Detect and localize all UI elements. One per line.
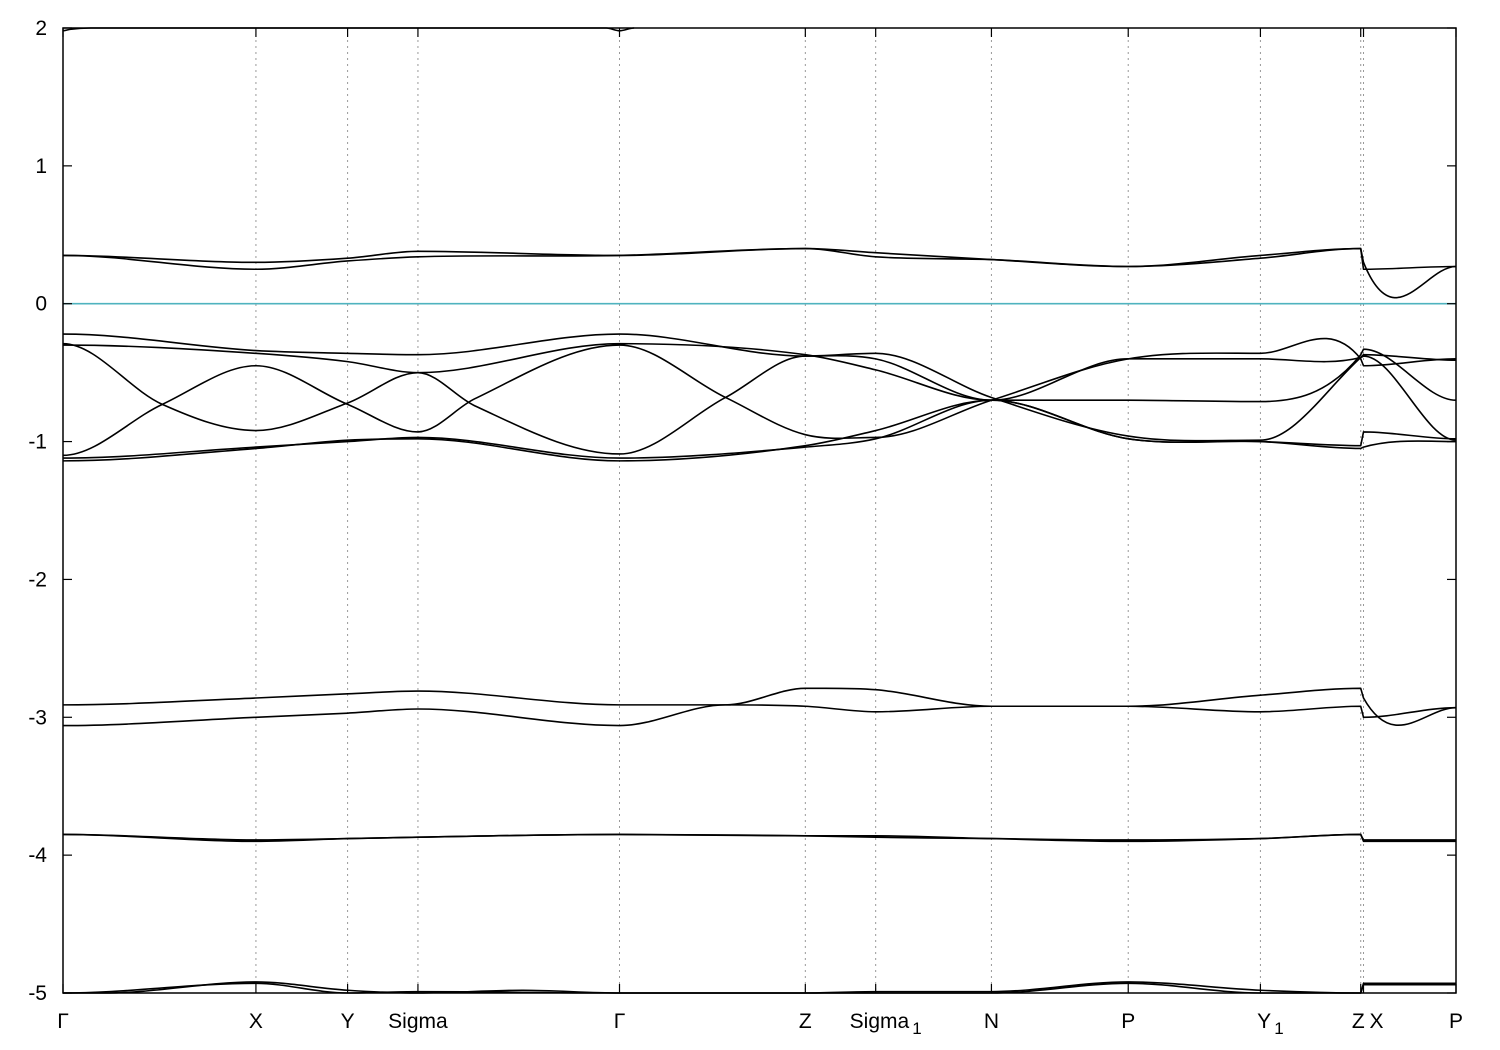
band-line-6 xyxy=(62,704,1457,727)
x-tick-label-6: Sigma 1 xyxy=(850,1010,922,1038)
x-tick-label-7: N xyxy=(984,1010,999,1033)
bands xyxy=(62,27,1457,994)
band-line-11 xyxy=(62,342,1457,441)
x-tick-label-11: X xyxy=(1370,1010,1384,1033)
band-line-10 xyxy=(62,337,1457,457)
y-axis: 2 1 0 -1 -2 -3 -4 -5 xyxy=(28,17,1456,1005)
band-line-5 xyxy=(62,687,1457,727)
y-tick-label-6: -4 xyxy=(28,844,47,867)
x-tick-label-2: Y xyxy=(341,1010,355,1033)
x-axis: Γ X Y Sigma Γ Z Sigma 1 N P Y 1 Z X P xyxy=(57,28,1463,1038)
plot-frame xyxy=(62,27,1457,994)
y-tick-label-7: -5 xyxy=(28,982,47,1005)
y-tick-label-3: -1 xyxy=(28,431,47,454)
x-tick-label-10: Z xyxy=(1352,1010,1365,1033)
band-line-8 xyxy=(62,399,1457,459)
band-line-4 xyxy=(62,833,1456,841)
x-tick-label-3: Sigma xyxy=(388,1010,448,1033)
y-tick-label-5: -3 xyxy=(28,706,47,729)
y-tick-label-4: -2 xyxy=(28,568,47,591)
y-tick-label-0: 2 xyxy=(35,17,47,40)
y-tick-label-2: 0 xyxy=(35,293,47,316)
band-line-12 xyxy=(62,333,1457,442)
x-tick-label-1: X xyxy=(249,1010,263,1033)
band-line-2 xyxy=(62,982,1456,994)
x-tick-label-12: P xyxy=(1449,1010,1463,1033)
x-tick-label-0: Γ xyxy=(57,1010,69,1033)
y-tick-label-1: 1 xyxy=(35,155,47,178)
x-tick-label-8: P xyxy=(1121,1010,1135,1033)
x-tick-label-4: Γ xyxy=(614,1010,626,1033)
band-line-9 xyxy=(62,342,1457,455)
x-tick-label-5: Z xyxy=(799,1010,812,1033)
x-tick-label-subscript-6: 1 xyxy=(912,1019,921,1038)
band-line-14 xyxy=(62,247,1457,271)
x-tick-label-subscript-9: 1 xyxy=(1274,1019,1283,1038)
band-line-13 xyxy=(62,247,1457,299)
symmetry-gridlines xyxy=(255,28,1365,993)
